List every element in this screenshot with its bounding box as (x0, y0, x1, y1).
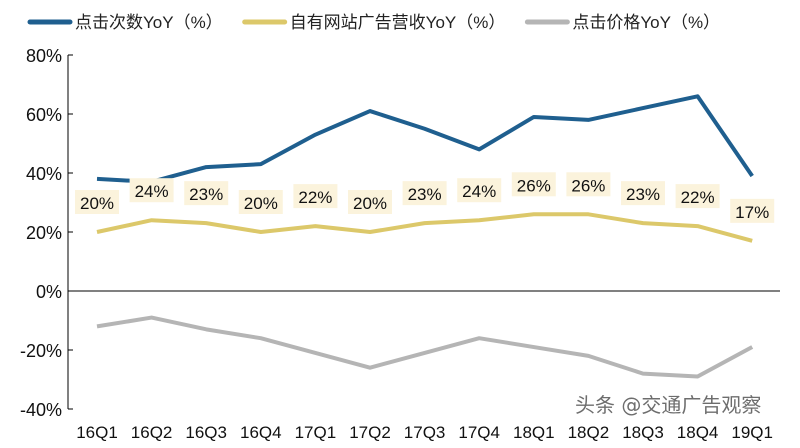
data-label: 24% (135, 182, 169, 201)
x-tick-label: 18Q2 (568, 423, 610, 442)
series-line-1 (97, 214, 752, 241)
data-label: 23% (408, 185, 442, 204)
legend-label: 自有网站广告营收YoY（%） (290, 13, 506, 32)
x-tick-label: 18Q4 (677, 423, 719, 442)
data-label: 23% (626, 185, 660, 204)
y-tick-label: 0% (36, 282, 62, 302)
y-tick-label: -40% (20, 400, 62, 420)
y-tick-label: -20% (20, 341, 62, 361)
data-label: 26% (517, 176, 551, 195)
x-tick-label: 16Q3 (185, 423, 227, 442)
legend-label: 点击次数YoY（%） (75, 13, 223, 32)
y-tick-label: 80% (26, 46, 62, 66)
watermark: 头条 @交通广告观察 (575, 393, 761, 417)
y-tick-label: 60% (26, 105, 62, 125)
y-tick-label: 20% (26, 223, 62, 243)
x-tick-label: 16Q4 (240, 423, 282, 442)
x-tick-label: 19Q1 (731, 423, 773, 442)
data-label: 20% (353, 194, 387, 213)
x-tick-label: 17Q1 (295, 423, 337, 442)
x-tick-label: 18Q1 (513, 423, 555, 442)
legend-label: 点击价格YoY（%） (572, 13, 720, 32)
data-label: 22% (298, 188, 332, 207)
x-tick-label: 16Q2 (131, 423, 173, 442)
series-line-0 (97, 96, 752, 182)
data-label: 20% (80, 194, 114, 213)
series-line-2 (97, 318, 752, 377)
data-label: 22% (681, 188, 715, 207)
data-label: 17% (735, 203, 769, 222)
x-tick-label: 17Q2 (349, 423, 391, 442)
data-label: 23% (189, 185, 223, 204)
x-tick-label: 17Q4 (458, 423, 500, 442)
data-label: 24% (462, 182, 496, 201)
data-label: 20% (244, 194, 278, 213)
x-tick-label: 18Q3 (622, 423, 664, 442)
y-tick-label: 40% (26, 164, 62, 184)
data-label: 26% (571, 176, 605, 195)
x-tick-label: 17Q3 (404, 423, 446, 442)
x-tick-label: 16Q1 (76, 423, 118, 442)
